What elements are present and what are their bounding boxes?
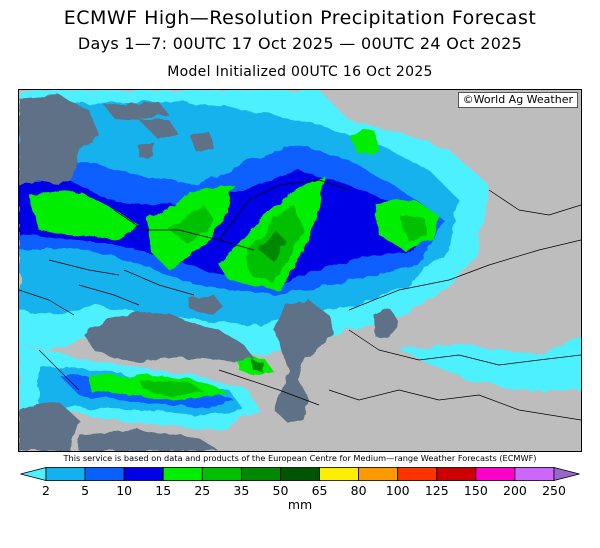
precipitation-map: ©World Ag Weather: [18, 89, 582, 452]
legend-tick: 15: [155, 483, 172, 498]
map-title: ECMWF High—Resolution Precipitation Fore…: [63, 7, 537, 29]
map-canvas: [19, 90, 581, 451]
aral-sea: [374, 308, 399, 338]
baltic-sea: [19, 95, 99, 185]
colorbar-swatch: [319, 467, 360, 481]
colorbar-swatch: [45, 467, 86, 481]
legend-tick: 100: [385, 483, 410, 498]
legend-tick: 125: [424, 483, 449, 498]
legend-tick: 5: [81, 483, 90, 498]
legend-tick: 10: [116, 483, 133, 498]
colorbar-swatch: [280, 467, 320, 481]
colorbar-swatch: [240, 467, 281, 481]
colorbar-high-arrow: [553, 467, 580, 481]
colorbar-swatch: [162, 467, 203, 481]
legend-tick: 35: [233, 483, 250, 498]
legend-tick: 200: [502, 483, 527, 498]
legend-tick: 2: [42, 483, 50, 498]
colorbar-swatch: [358, 467, 399, 481]
legend-tick: 25: [194, 483, 211, 498]
legend-tick: 150: [463, 483, 488, 498]
colorbar-swatch: [201, 467, 242, 481]
model-init-time: Model Initialized 00UTC 16 Oct 2025: [167, 64, 433, 80]
copyright-credit: ©World Ag Weather: [457, 92, 578, 108]
colorbar-swatch: [84, 467, 125, 481]
colorbar-swatch: [514, 467, 555, 481]
colorbar-swatch: [123, 467, 164, 481]
legend-tick: 65: [311, 483, 328, 498]
ecmwf-attribution: This service is based on data and produc…: [63, 453, 537, 463]
borders: [19, 179, 581, 421]
colorbar-swatch: [475, 467, 516, 481]
legend-tick: 50: [272, 483, 289, 498]
colorbar-swatch: [436, 467, 477, 481]
legend-tick: 80: [350, 483, 367, 498]
legend-units: mm: [287, 497, 313, 512]
black-sea: [84, 312, 254, 362]
colorbar-swatch: [397, 467, 438, 481]
forecast-period: Days 1—7: 00UTC 17 Oct 2025 — 00UTC 24 O…: [77, 34, 523, 53]
legend-tick: 250: [542, 483, 566, 498]
legend-colorbar: [20, 467, 580, 481]
colorbar-low-arrow: [20, 467, 47, 481]
legend-tick-labels: 2 5 10 15 25 35 50 65 80 100 125 150 200 250: [0, 483, 600, 499]
caspian-sea: [274, 300, 334, 422]
water-bodies: [19, 95, 399, 451]
